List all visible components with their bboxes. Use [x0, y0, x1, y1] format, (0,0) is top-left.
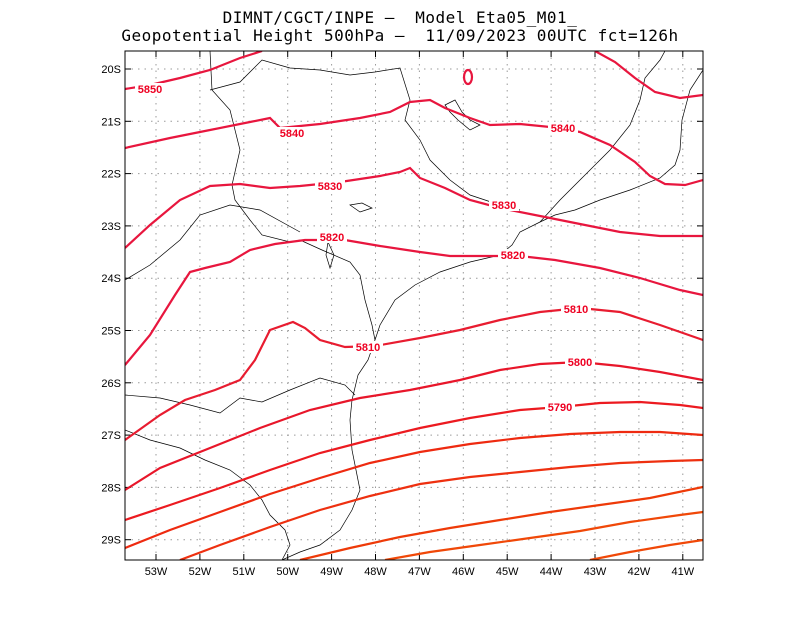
- lon-tick-label: 46W: [452, 566, 475, 578]
- height-contour: [179, 458, 703, 560]
- height-contour: [299, 485, 703, 560]
- contour-label: 5790: [548, 402, 572, 414]
- coastline-borders: [125, 51, 703, 560]
- contour-label: 5820: [501, 250, 525, 262]
- height-contour: [125, 430, 703, 550]
- contour-label-bg: [565, 356, 595, 368]
- height-contour: [125, 98, 703, 187]
- contour-label-bg: [353, 341, 383, 353]
- contour-label: 5810: [564, 304, 588, 316]
- lat-tick-label: 23S: [101, 221, 121, 233]
- map-frame: [124, 50, 704, 561]
- height-contour: [594, 51, 703, 100]
- lat-tick-label: 26S: [101, 378, 121, 390]
- state-border: [125, 377, 356, 414]
- contour-label: 5800: [568, 357, 592, 369]
- lat-tick-label: 21S: [101, 116, 121, 128]
- state-border: [209, 59, 521, 211]
- contour-label-bg: [545, 401, 575, 413]
- height-contour: [125, 360, 703, 491]
- lon-tick-label: 41W: [671, 566, 694, 578]
- contour-label-bg: [489, 199, 519, 211]
- state-border: [539, 51, 666, 223]
- lat-tick-label: 20S: [101, 64, 121, 76]
- lake: [325, 240, 335, 270]
- lon-tick-label: 42W: [628, 566, 651, 578]
- lat-lon-grid: [125, 51, 703, 560]
- height-contour: [589, 538, 703, 560]
- contour-label-bg: [317, 231, 347, 243]
- state-border: [125, 204, 301, 281]
- lake: [444, 99, 481, 131]
- lat-tick-label: 28S: [101, 482, 121, 494]
- lat-tick-label: 27S: [101, 430, 121, 442]
- lon-tick-label: 44W: [540, 566, 563, 578]
- lon-tick-label: 52W: [189, 566, 212, 578]
- lat-tick-label: 22S: [101, 169, 121, 181]
- lon-tick-label: 50W: [276, 566, 299, 578]
- contour-label: 5810: [356, 342, 380, 354]
- contour-label: 5840: [551, 123, 575, 135]
- lon-tick-label: 47W: [408, 566, 431, 578]
- map-title-line1: DIMNT/CGCT/INPE – Model Eta05_M01_: [222, 8, 578, 27]
- lon-tick-label: 53W: [145, 566, 168, 578]
- contour-label: 5840: [280, 128, 304, 140]
- contour-label-bg: [561, 303, 591, 315]
- height-contour: [125, 306, 703, 441]
- lon-tick-label: 49W: [320, 566, 343, 578]
- contour-label-bg: [548, 122, 578, 134]
- height-contour: [384, 510, 703, 560]
- state-border: [125, 429, 291, 560]
- coastline: [374, 69, 703, 341]
- contour-label-bg: [277, 127, 307, 139]
- contour-label: 5850: [138, 84, 162, 96]
- contour-label-bg: [135, 83, 165, 95]
- lat-tick-label: 24S: [101, 273, 121, 285]
- contour-label-bg: [498, 249, 528, 261]
- contour-label-bg: [315, 180, 345, 192]
- map-title-line2: Geopotential Height 500hPa – 11/09/2023 …: [121, 26, 679, 45]
- height-contours: [125, 51, 703, 560]
- height-contour: [125, 400, 703, 522]
- lat-tick-label: 25S: [101, 326, 121, 338]
- closed-contour: [462, 68, 474, 86]
- lon-tick-label: 45W: [496, 566, 519, 578]
- height-contour: [125, 238, 703, 366]
- contour-labels: 5850 5840 5830 5820 5810 5800 5790 5840 5830 5820…: [135, 83, 595, 414]
- height-contour: [125, 166, 703, 249]
- axis-labels: 20S 21S 22S 23S 24S 25S 26S 27S 28S 29S 53W 52W 51W 5…: [101, 64, 694, 578]
- contour-label: 5830: [318, 181, 342, 193]
- lon-tick-label: 48W: [364, 566, 387, 578]
- lat-tick-label: 29S: [101, 535, 121, 547]
- contour-label: 5820: [320, 232, 344, 244]
- lake: [349, 202, 373, 213]
- lon-tick-label: 51W: [232, 566, 255, 578]
- lon-tick-label: 43W: [584, 566, 607, 578]
- contour-label: 5830: [492, 200, 516, 212]
